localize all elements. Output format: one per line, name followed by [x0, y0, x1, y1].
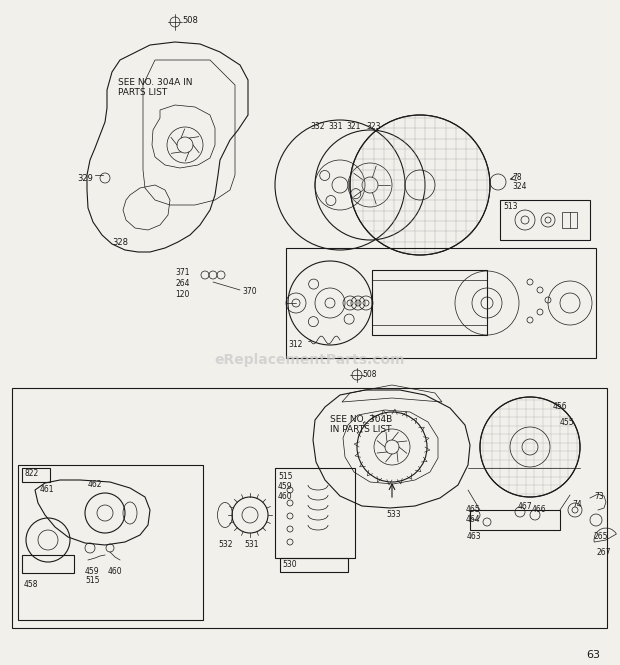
Bar: [562, 212, 577, 228]
Text: 267: 267: [597, 548, 611, 557]
Text: 371: 371: [175, 268, 190, 277]
Text: 515: 515: [278, 472, 293, 481]
Text: 460: 460: [108, 567, 123, 576]
Text: 323: 323: [366, 122, 381, 131]
Text: 462: 462: [88, 480, 102, 489]
Text: 459: 459: [278, 482, 293, 491]
Text: 508: 508: [182, 16, 198, 25]
Text: 508: 508: [362, 370, 376, 379]
Text: 513: 513: [503, 202, 518, 211]
Text: 463: 463: [467, 532, 482, 541]
Text: 532: 532: [218, 540, 232, 549]
Text: 467: 467: [518, 502, 533, 511]
Text: 312: 312: [288, 340, 303, 349]
Text: 78: 78: [512, 173, 521, 182]
Bar: [275, 468, 355, 558]
Text: 533: 533: [386, 510, 401, 519]
Bar: [12, 388, 607, 628]
Bar: [500, 200, 590, 240]
Text: 331: 331: [328, 122, 342, 131]
Text: 458: 458: [24, 580, 38, 589]
Text: 465: 465: [466, 505, 480, 514]
Text: 530: 530: [282, 560, 296, 569]
Bar: [280, 558, 348, 572]
Bar: [18, 465, 203, 620]
Text: 332: 332: [310, 122, 324, 131]
Text: 120: 120: [175, 290, 189, 299]
Bar: [286, 248, 596, 358]
Text: 822: 822: [24, 469, 38, 478]
Text: 456: 456: [553, 402, 568, 411]
Text: 329: 329: [77, 174, 93, 183]
Text: 531: 531: [244, 540, 259, 549]
Text: 74: 74: [572, 500, 582, 509]
Text: 455: 455: [560, 418, 575, 427]
Text: 73: 73: [594, 492, 604, 501]
Bar: [22, 555, 74, 573]
Bar: [470, 510, 560, 530]
Text: 466: 466: [532, 505, 547, 514]
Text: 321: 321: [346, 122, 360, 131]
Text: 324: 324: [512, 182, 526, 191]
Text: SEE NO. 304A IN
PARTS LIST: SEE NO. 304A IN PARTS LIST: [118, 78, 192, 97]
Text: 370: 370: [242, 287, 257, 296]
Text: SEE NO. 304B
IN PARTS LIST: SEE NO. 304B IN PARTS LIST: [330, 415, 392, 434]
Text: eReplacementParts.com: eReplacementParts.com: [215, 353, 405, 367]
Text: 328: 328: [112, 238, 128, 247]
Text: 63: 63: [586, 650, 600, 660]
Text: 515: 515: [85, 576, 99, 585]
Text: 459: 459: [85, 567, 100, 576]
Text: 464: 464: [466, 515, 480, 524]
Text: 265: 265: [594, 532, 608, 541]
Text: 460: 460: [278, 492, 293, 501]
Text: 264: 264: [175, 279, 190, 288]
Bar: [22, 468, 50, 482]
Text: 461: 461: [40, 485, 55, 494]
Bar: [372, 270, 487, 335]
